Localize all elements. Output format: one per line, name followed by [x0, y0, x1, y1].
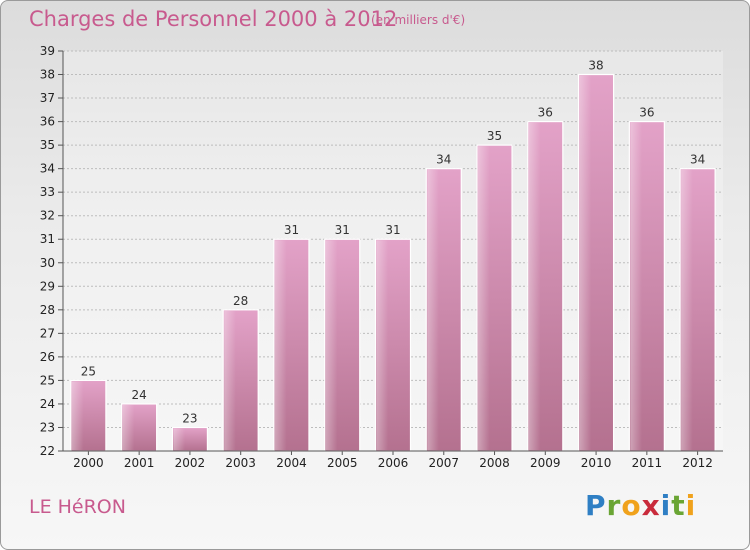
- x-tick-label: 2012: [682, 456, 713, 470]
- logo-letter: i: [685, 489, 697, 522]
- bar-highlight: [224, 310, 236, 450]
- y-tick-label: 36: [40, 115, 55, 129]
- y-tick-label: 32: [40, 209, 55, 223]
- y-tick-label: 26: [40, 350, 55, 364]
- y-tick-label: 22: [40, 444, 55, 458]
- bars-group: [70, 73, 716, 452]
- y-tick-label: 30: [40, 256, 55, 270]
- logo-letter: x: [641, 489, 661, 522]
- x-tick-label: 2005: [327, 456, 358, 470]
- bar-value-label: 34: [690, 153, 705, 167]
- logo-letter: i: [660, 489, 672, 522]
- x-tick-label: 2002: [175, 456, 206, 470]
- y-tick-label: 31: [40, 232, 55, 246]
- y-tick-label: 25: [40, 373, 55, 387]
- y-tick-label: 39: [40, 44, 55, 58]
- bar-value-label: 23: [182, 411, 197, 425]
- chart-title: Charges de Personnel 2000 à 2012: [29, 7, 398, 31]
- labels-group: 22 23 24 25 26 27 28 29 30 31 32 33 34 35 36 37 38 39 25 20…: [40, 44, 713, 470]
- y-tick-label: 38: [40, 68, 55, 82]
- y-tick-label: 34: [40, 162, 55, 176]
- bar-value-label: 34: [436, 153, 451, 167]
- bar-highlight: [579, 75, 592, 450]
- x-tick-label: 2010: [581, 456, 612, 470]
- bar-value-label: 25: [81, 364, 96, 378]
- bar-highlight: [630, 122, 643, 451]
- bar-highlight: [478, 146, 490, 450]
- logo-letter: P: [585, 489, 607, 522]
- x-tick-label: 2009: [530, 456, 561, 470]
- bar-value-label: 28: [233, 294, 248, 308]
- axes-group: [62, 51, 723, 452]
- y-tick-label: 35: [40, 138, 55, 152]
- y-tick-label: 24: [40, 397, 55, 411]
- bar-value-label: 31: [385, 223, 400, 237]
- bar-highlight: [376, 240, 389, 450]
- y-tick-label: 37: [40, 91, 55, 105]
- chart-subtitle: (en milliers d'€): [371, 13, 466, 27]
- bar-value-label: 35: [487, 129, 502, 143]
- x-tick-label: 2003: [225, 456, 256, 470]
- x-tick-label: 2011: [632, 456, 663, 470]
- bar-highlight: [427, 169, 439, 450]
- x-tick-label: 2008: [479, 456, 510, 470]
- bar-highlight: [274, 240, 287, 450]
- x-tick-label: 2006: [378, 456, 409, 470]
- x-tick-label: 2001: [124, 456, 155, 470]
- x-tick-label: 2004: [276, 456, 307, 470]
- proxiti-logo: Proxiti: [585, 489, 696, 522]
- x-tick-label: 2000: [73, 456, 104, 470]
- x-tick-label: 2007: [428, 456, 459, 470]
- y-tick-label: 27: [40, 326, 55, 340]
- y-tick-label: 28: [40, 303, 55, 317]
- bar-highlight: [71, 381, 84, 450]
- y-tick-label: 29: [40, 279, 55, 293]
- bar-value-label: 31: [335, 223, 350, 237]
- bar-highlight: [173, 428, 186, 450]
- commune-name: LE HéRON: [29, 496, 126, 518]
- logo-letter: r: [606, 489, 622, 522]
- bar-highlight: [528, 122, 541, 451]
- bar-highlight: [681, 169, 693, 450]
- bar-value-label: 24: [132, 388, 147, 402]
- bar-highlight: [122, 404, 135, 450]
- logo-letter: o: [621, 489, 642, 522]
- y-tick-label: 23: [40, 420, 55, 434]
- bar-value-label: 36: [639, 106, 654, 120]
- bar-value-label: 36: [538, 106, 553, 120]
- logo-letter: t: [671, 489, 686, 522]
- y-tick-label: 33: [40, 185, 55, 199]
- bar-highlight: [325, 240, 338, 450]
- bar-value-label: 38: [588, 59, 603, 73]
- bar-value-label: 31: [284, 223, 299, 237]
